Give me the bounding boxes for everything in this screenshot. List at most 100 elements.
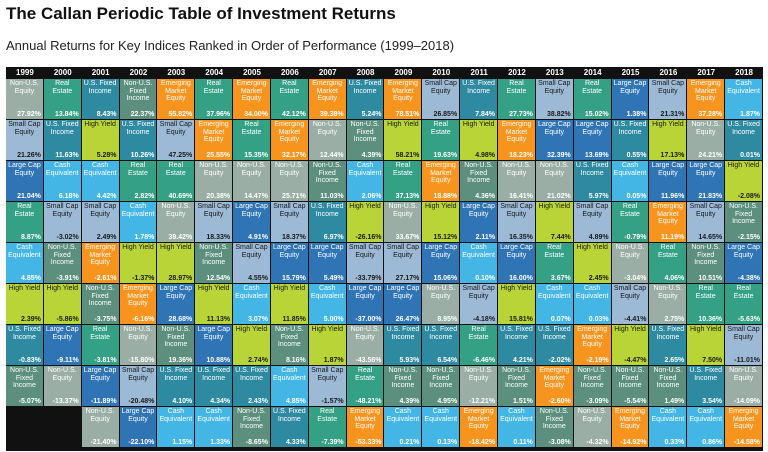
year-column: 2018 Cash Equivalent 1.87% U.S. Fixed Incom… <box>725 67 763 451</box>
return-value: -7.39% <box>321 439 344 446</box>
year-column: 2009 Emerging Market Equity 78.51% High Yie… <box>384 67 422 451</box>
asset-label: Small Cap Equity <box>235 244 268 259</box>
return-cell: Real Estate 15.35% <box>233 120 270 160</box>
return-cell: Non-U.S. Equity 8.95% <box>422 284 460 324</box>
asset-label: Small Cap Equity <box>613 285 647 300</box>
return-cell: Small Cap Equity 18.33% <box>195 202 233 242</box>
return-cell: High Yield 58.21% <box>384 120 422 160</box>
return-value: 0.01% <box>740 152 760 159</box>
return-value: 4.06% <box>664 275 685 282</box>
return-cell: Emerging Market Equity -14.58% <box>725 407 762 447</box>
return-value: 0.05% <box>626 193 647 200</box>
asset-label: Non-U.S. Fixed Income <box>10 367 39 389</box>
asset-label: U.S. Fixed Income <box>386 326 420 341</box>
return-value: -2.61% <box>94 275 117 282</box>
year-column: 2013 Small Cap Equity 38.82% Large Cap Equi… <box>535 67 574 451</box>
return-value: 1.87% <box>323 357 344 364</box>
return-value: 33.67% <box>395 234 420 241</box>
asset-label: Large Cap Equity <box>310 244 344 259</box>
return-cell: U.S. Fixed Income -0.83% <box>6 325 43 365</box>
return-cell: Emerging Market Equity 55.82% <box>157 79 195 119</box>
year-header: 2004 <box>205 68 224 77</box>
year-column: 2003 Emerging Market Equity 55.82% Small Ca… <box>157 67 195 451</box>
asset-label: U.S. Fixed Income <box>500 326 533 341</box>
return-value: -4.38% <box>737 275 760 282</box>
return-cell: High Yield 28.97% <box>157 243 195 283</box>
asset-label: Cash Equivalent <box>159 408 193 423</box>
year-header: 2001 <box>91 68 110 77</box>
return-value: -0.79% <box>624 234 647 241</box>
year-column: 2001 U.S. Fixed Income 8.43% High Yield 5.28… <box>81 67 120 451</box>
return-value: 18.23% <box>509 152 533 159</box>
return-value: 2.65% <box>664 357 685 364</box>
return-value: -5.63% <box>737 316 760 323</box>
return-cell: Large Cap Equity -4.38% <box>725 243 762 283</box>
asset-label: Non-U.S. Fixed Income <box>312 162 342 184</box>
return-cell: Emerging Market Equity 78.51% <box>384 79 422 119</box>
return-value: 27.17% <box>395 275 420 282</box>
asset-label: Cash Equivalent <box>348 162 382 177</box>
asset-label: High Yield <box>273 285 306 292</box>
return-cell: Non-U.S. Fixed Income 4.39% <box>346 120 384 160</box>
return-cell: Cash Equivalent 0.03% <box>573 284 611 324</box>
return-value: -3.02% <box>56 234 79 241</box>
return-value: 10.26% <box>130 152 155 159</box>
return-value: 0.10% <box>475 275 496 282</box>
return-cell: Real Estate -48.21% <box>346 366 384 406</box>
return-value: 4.21% <box>513 357 533 364</box>
asset-label: Small Cap Equity <box>386 244 420 259</box>
return-cell: Emerging Market Equity 18.23% <box>498 120 535 160</box>
return-value: 37.13% <box>395 193 420 200</box>
return-cell: Real Estate 42.12% <box>270 79 308 119</box>
return-cell: Non-U.S. Equity 25.71% <box>270 161 308 201</box>
asset-label: Real Estate <box>392 162 413 177</box>
asset-label: Non-U.S. Fixed Income <box>350 121 380 143</box>
return-cell: Real Estate 19.63% <box>422 120 460 160</box>
return-value: 0.11% <box>513 439 533 446</box>
asset-label: Cash Equivalent <box>424 408 458 423</box>
return-cell: Small Cap Equity -20.48% <box>119 366 157 406</box>
return-value: 19.36% <box>168 357 193 364</box>
return-cell: Small Cap Equity 21.26% <box>6 120 43 160</box>
asset-label: Real Estate <box>506 80 527 95</box>
asset-label: Real Estate <box>241 121 262 136</box>
return-cell: High Yield 7.50% <box>687 325 725 365</box>
asset-label: Real Estate <box>128 162 148 177</box>
return-value: 21.83% <box>698 193 723 200</box>
return-value: 15.79% <box>282 275 306 282</box>
asset-label: Non-U.S. Equity <box>653 285 683 300</box>
asset-label: U.S. Fixed Income <box>575 162 609 177</box>
return-value: 15.35% <box>244 152 268 159</box>
return-value: 4.36% <box>475 193 496 200</box>
return-value: -11.89% <box>90 398 117 405</box>
year-header: 1999 <box>16 68 34 77</box>
return-cell: Small Cap Equity 38.82% <box>535 79 573 119</box>
return-value: 2.49% <box>96 234 117 241</box>
return-cell: U.S. Fixed Income 10.26% <box>119 120 157 160</box>
return-value: 39.42% <box>168 234 193 241</box>
return-value: 21.31% <box>660 111 685 118</box>
return-cell: Emerging Market Equity 32.17% <box>270 120 308 160</box>
return-value: 0.55% <box>626 152 647 159</box>
return-value: -53.33% <box>355 439 382 446</box>
return-cell: High Yield 11.13% <box>195 284 233 324</box>
year-column: 2016 Small Cap Equity 21.31% High Yield 17.1… <box>649 67 687 451</box>
return-value: 34.00% <box>244 111 268 118</box>
return-cell: Emerging Market Equity -18.42% <box>460 407 498 447</box>
asset-label: Large Cap Equity <box>8 162 41 177</box>
return-value: 27.73% <box>509 111 533 118</box>
asset-label: Large Cap Equity <box>159 285 193 300</box>
asset-label: High Yield <box>311 326 343 333</box>
return-cell: Non-U.S. Fixed Income 1.49% <box>649 366 687 406</box>
return-cell: Cash Equivalent 1.15% <box>157 407 195 447</box>
asset-label: Cash Equivalent <box>651 408 685 423</box>
asset-label: U.S. Fixed Income <box>45 121 79 136</box>
year-header: 2005 <box>243 68 261 77</box>
return-cell: Non-U.S. Fixed Income -3.75% <box>81 284 119 324</box>
asset-label: Cash Equivalent <box>613 162 647 177</box>
return-value: 10.88% <box>206 357 231 364</box>
subtitle: Annual Returns for Key Indices Ranked in… <box>6 38 455 53</box>
return-cell: Non-U.S. Fixed Income 8.16% <box>270 325 308 365</box>
return-value: -3.04% <box>624 275 647 282</box>
